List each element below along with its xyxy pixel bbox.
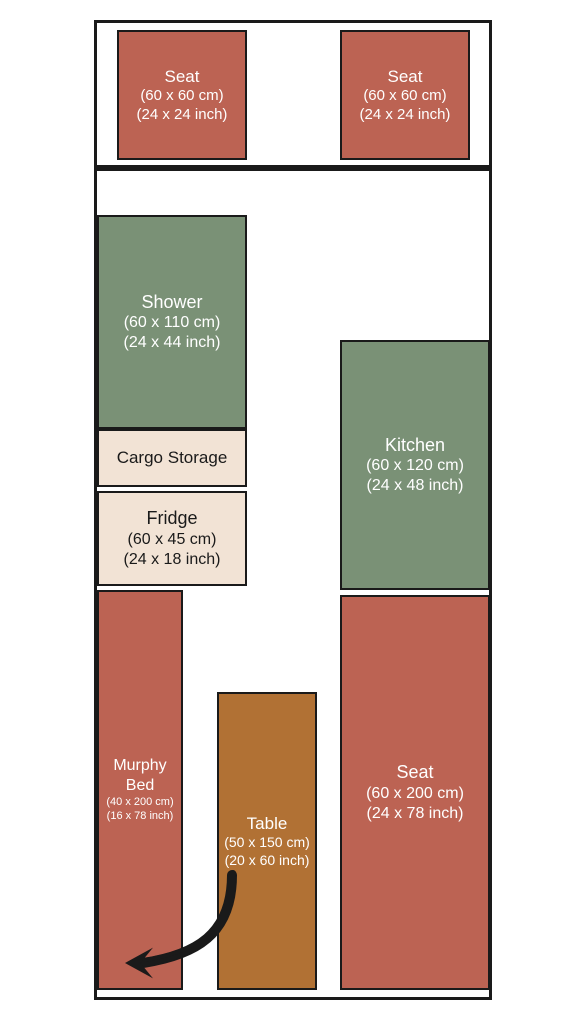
floorplan-canvas: Seat(60 x 60 cm)(24 x 24 inch)Seat(60 x … — [0, 0, 576, 1024]
arrow-icon — [0, 0, 576, 1024]
